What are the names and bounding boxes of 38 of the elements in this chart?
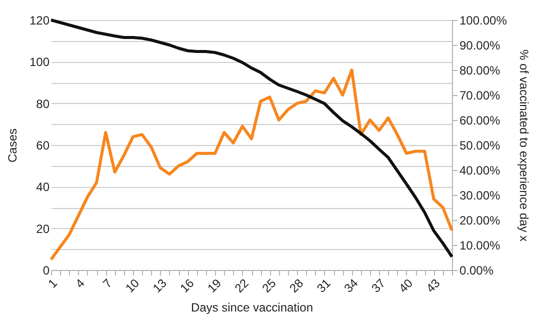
y2-tick-label: 60.00% bbox=[460, 114, 501, 128]
x-axis-title: Days since vaccination bbox=[190, 300, 314, 315]
y-tick-label: 60 bbox=[36, 138, 50, 152]
y2-tick-label: 90.00% bbox=[460, 38, 501, 52]
y2-tick-label: 100.00% bbox=[460, 14, 508, 28]
y2-tick-label: 50.00% bbox=[460, 138, 501, 152]
y2-tick-label: 40.00% bbox=[460, 164, 501, 178]
y-tick-label: 120 bbox=[29, 14, 50, 28]
x-tick-label: 19 bbox=[204, 276, 224, 296]
line-series bbox=[50, 18, 454, 258]
y-tick-label: 20 bbox=[36, 222, 50, 236]
x-tick-label: 43 bbox=[423, 276, 443, 296]
x-tick-label: 7 bbox=[100, 276, 115, 291]
x-tick-label: 22 bbox=[232, 276, 252, 296]
y-tick-label: 0 bbox=[42, 264, 50, 278]
y-tick-label: 80 bbox=[36, 96, 50, 111]
x-tick-label: 28 bbox=[286, 276, 306, 296]
x-tick-label: 37 bbox=[368, 276, 388, 296]
y-tick-label: 100 bbox=[29, 55, 50, 70]
x-tick-label: 13 bbox=[150, 276, 170, 296]
x-tick-label: 40 bbox=[396, 276, 416, 296]
y2-tick-label: 10.00% bbox=[460, 238, 501, 252]
x-tick-label: 25 bbox=[259, 276, 279, 296]
x-tick-label: 1 bbox=[45, 276, 60, 291]
x-tick-label: 16 bbox=[177, 276, 197, 296]
y-tick-label: 40 bbox=[36, 180, 50, 194]
line-series bbox=[50, 68, 454, 262]
y-axis-title: Cases bbox=[5, 128, 20, 163]
y2-tick-label: 70.00% bbox=[460, 88, 501, 102]
x-tick-label: 4 bbox=[72, 276, 88, 291]
y2-tick-label: 80.00% bbox=[460, 64, 501, 78]
y2-axis-title: % of vaccinated to experience day x bbox=[516, 49, 531, 242]
x-tick-label: 31 bbox=[314, 276, 334, 296]
x-tick-label: 10 bbox=[122, 276, 142, 296]
y2-tick-label: 20.00% bbox=[460, 214, 501, 228]
y2-tick-label: 0.00% bbox=[460, 264, 494, 278]
x-tick-label: 34 bbox=[341, 276, 361, 296]
y2-tick-label: 30.00% bbox=[460, 188, 501, 202]
